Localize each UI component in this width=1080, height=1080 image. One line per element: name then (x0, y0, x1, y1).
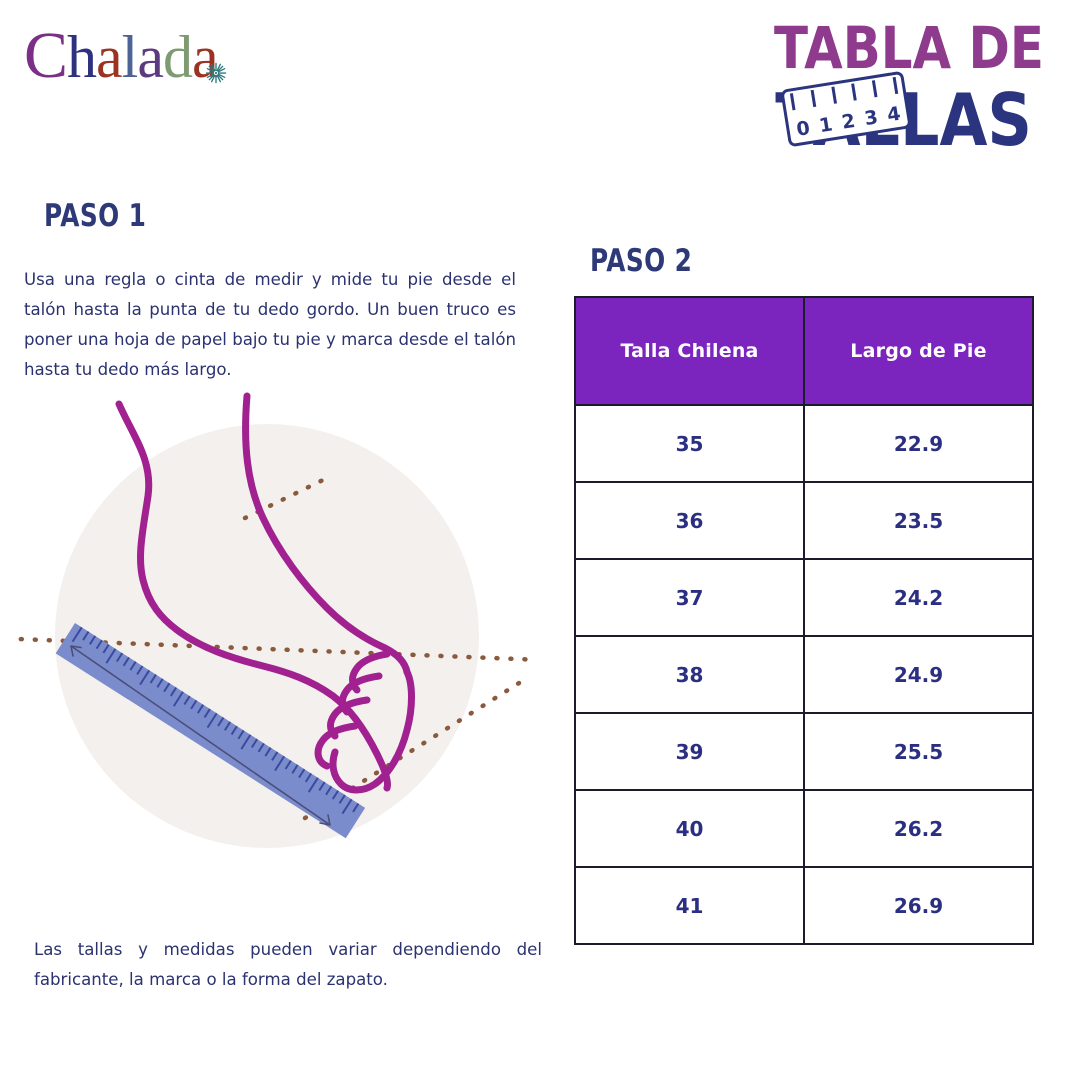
size-chart-table: Talla Chilena Largo de Pie 35 22.9 36 23… (574, 296, 1034, 945)
brand-logo-text: Chalada (24, 22, 284, 91)
column-header-largo-de-pie: Largo de Pie (803, 296, 1034, 406)
logo-letter-l: l (121, 24, 139, 90)
ruler-number-4: 4 (885, 102, 903, 127)
table-header-row: Talla Chilena Largo de Pie (574, 296, 1034, 406)
cell-talla: 36 (574, 481, 805, 560)
foot-measurement-illustration (15, 392, 535, 848)
paso-1-heading: PASO 1 (44, 198, 147, 234)
ruler-number-2: 2 (840, 109, 857, 134)
logo-letter-a-3: a (191, 24, 219, 90)
paso-2-heading: PASO 2 (590, 243, 693, 279)
table-row: 36 23.5 (574, 481, 1034, 560)
cell-largo: 24.9 (803, 635, 1034, 714)
column-header-talla-chilena: Talla Chilena (574, 296, 805, 406)
cell-talla: 35 (574, 404, 805, 483)
table-row: 35 22.9 (574, 404, 1034, 483)
logo-letter-a-1: a (96, 24, 123, 90)
ruler-number-3: 3 (862, 106, 880, 131)
page-title-line-1: TABLA DE (774, 14, 1045, 82)
table-row: 40 26.2 (574, 789, 1034, 868)
footer-disclaimer-text: Las tallas y medidas pueden variar depen… (34, 939, 542, 989)
page-title-block: TABLA DE TALLAS 0 1 2 3 4 (732, 14, 1045, 156)
table-row: 41 26.9 (574, 866, 1034, 945)
foot-outline (115, 392, 415, 794)
ruler-graphic (55, 623, 366, 839)
measurement-arrow (70, 645, 331, 826)
cell-talla: 37 (574, 558, 805, 637)
logo-letter-h: h (67, 24, 97, 90)
cell-largo: 24.2 (803, 558, 1034, 637)
logo-letter-d: d (162, 24, 193, 90)
paso-1-body-text: Usa una regla o cinta de medir y mide tu… (24, 269, 516, 379)
cell-talla: 38 (574, 635, 805, 714)
flower-ornament-icon (205, 62, 227, 84)
cell-largo: 26.2 (803, 789, 1034, 868)
ruler-number-0: 0 (794, 117, 812, 141)
ruler-number-1: 1 (817, 113, 835, 138)
logo-letter-c: C (24, 19, 68, 92)
table-row: 39 25.5 (574, 712, 1034, 791)
table-row: 38 24.9 (574, 635, 1034, 714)
size-chart-header: Talla Chilena Largo de Pie (574, 296, 1034, 406)
brand-logo: Chalada (24, 22, 284, 92)
cell-largo: 25.5 (803, 712, 1034, 791)
cell-talla: 39 (574, 712, 805, 791)
size-chart-body: 35 22.9 36 23.5 37 24.2 38 24.9 39 25.5 … (574, 404, 1034, 945)
cell-largo: 22.9 (803, 404, 1034, 483)
table-row: 37 24.2 (574, 558, 1034, 637)
logo-letter-a-2: a (137, 24, 164, 90)
cell-largo: 26.9 (803, 866, 1034, 945)
cell-talla: 41 (574, 866, 805, 945)
cell-largo: 23.5 (803, 481, 1034, 560)
cell-talla: 40 (574, 789, 805, 868)
